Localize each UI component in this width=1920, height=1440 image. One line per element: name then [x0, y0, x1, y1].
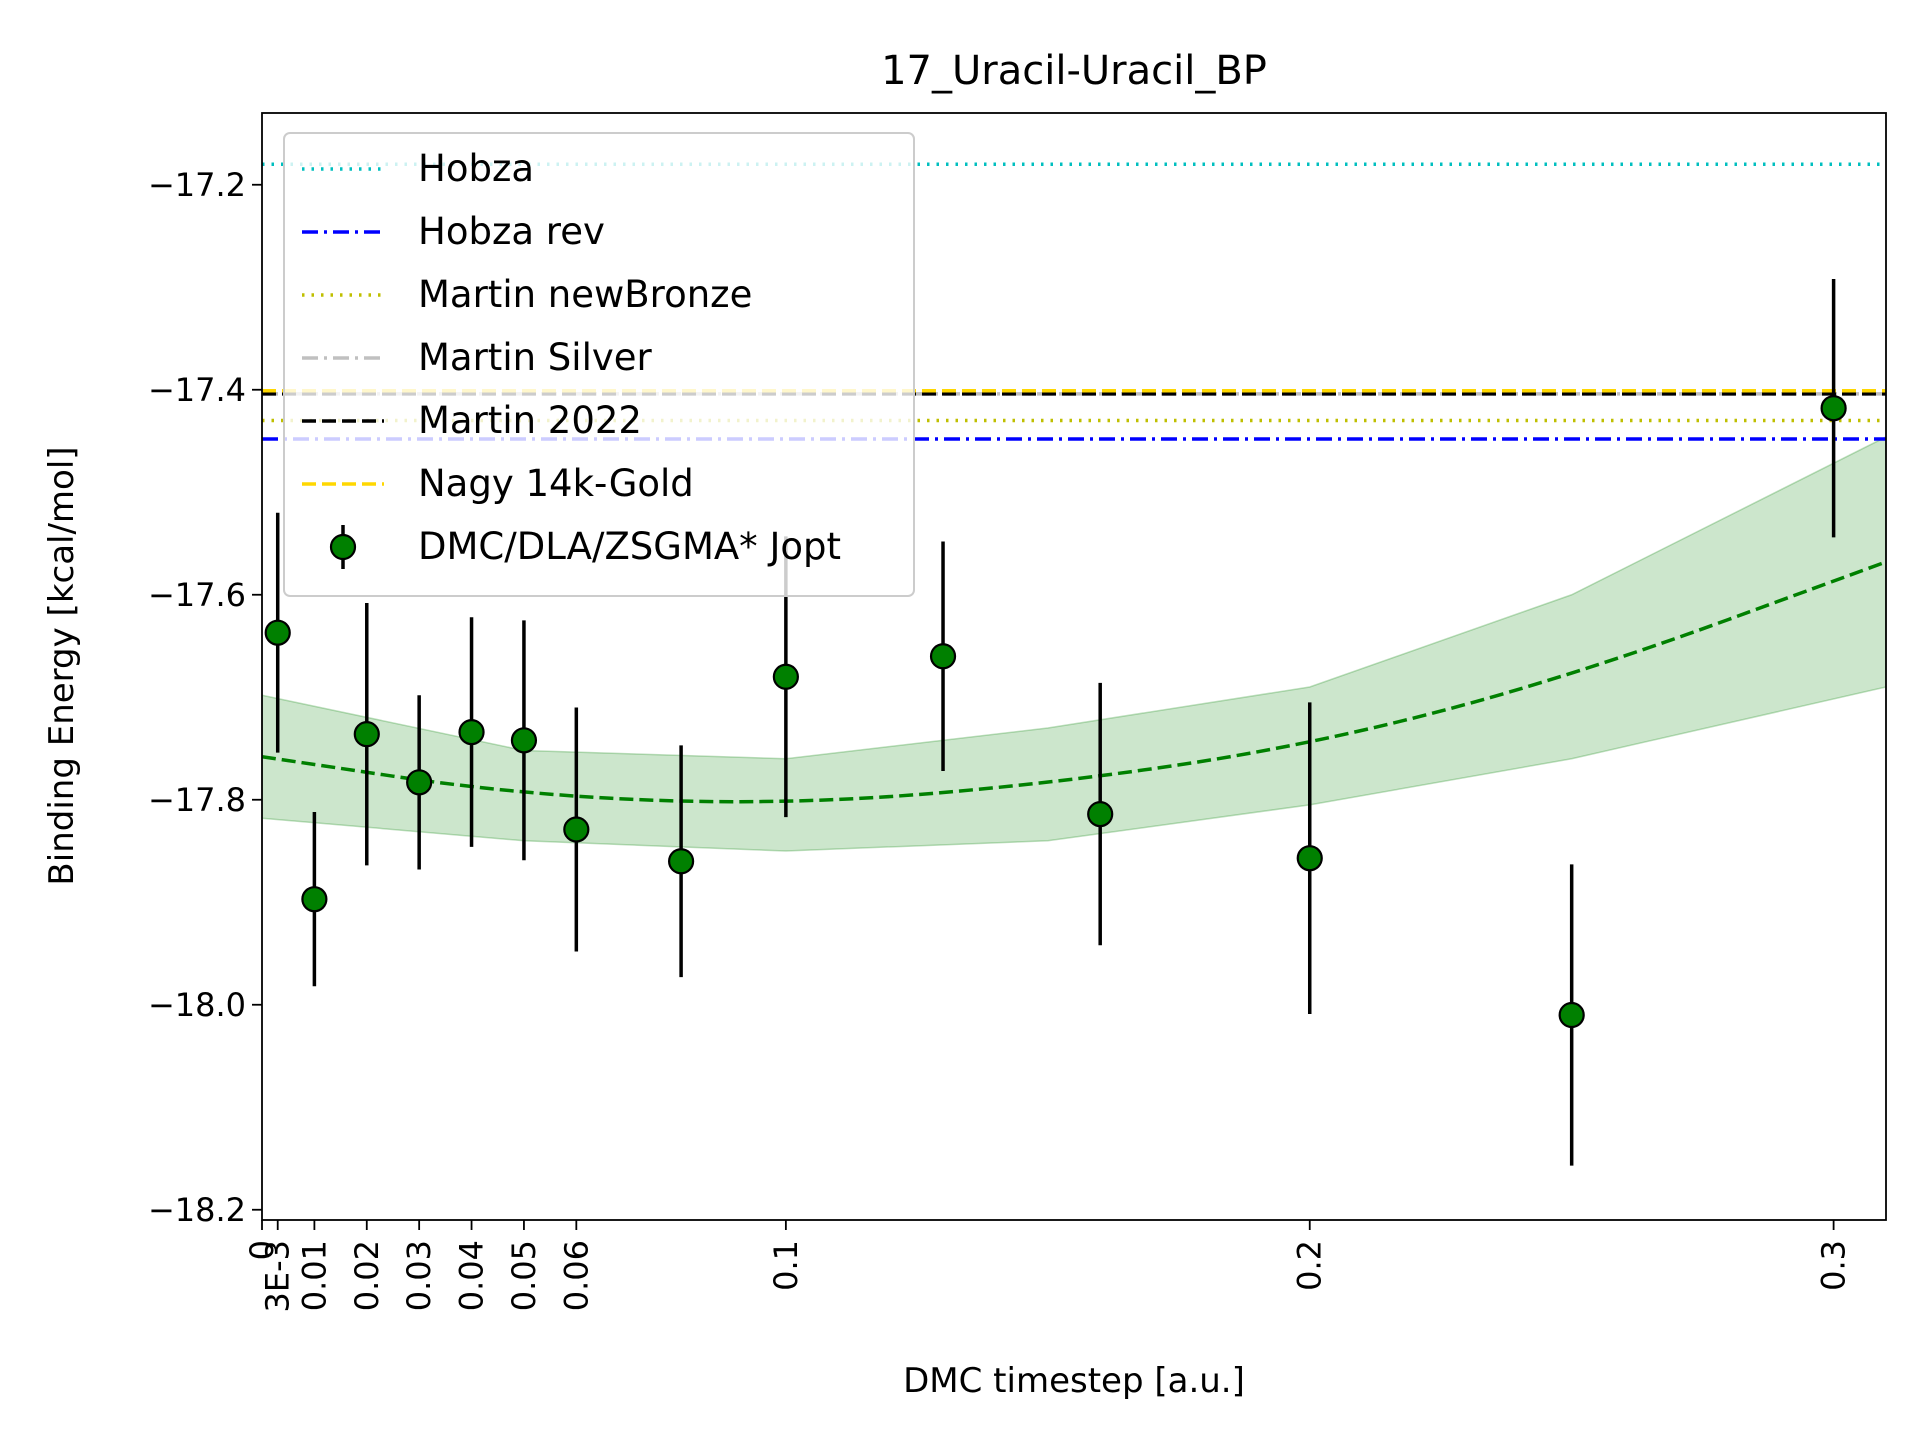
legend-label-6: DMC/DLA/ZSGMA* Jopt	[418, 525, 841, 568]
x-tick-label-8: 0.1	[767, 1240, 805, 1291]
data-point-12	[1558, 1001, 1585, 1029]
x-tick-label-7: 0.06	[557, 1240, 595, 1311]
legend-label-4: Martin 2022	[418, 399, 642, 442]
data-point-11	[1296, 845, 1323, 872]
fit-band	[262, 436, 1886, 852]
y-tick-label-3: −17.8	[148, 781, 246, 819]
data-point-5	[510, 727, 538, 754]
data-point-13	[1820, 395, 1847, 422]
x-tick-label-4: 0.03	[400, 1240, 438, 1311]
x-tick-label-5: 0.04	[453, 1240, 491, 1311]
data-points	[264, 279, 1847, 1166]
legend-label-2: Martin newBronze	[418, 273, 752, 316]
y-axis-label: Binding Energy [kcal/mol]	[42, 446, 82, 885]
data-point-7	[667, 848, 695, 875]
fit-confidence-band	[262, 436, 1886, 852]
y-tick-label-2: −17.6	[148, 576, 246, 614]
y-tick-label-4: −18.0	[148, 986, 246, 1024]
data-point-2	[353, 721, 380, 748]
legend-label-5: Nagy 14k-Gold	[418, 462, 694, 505]
x-tick-label-2: 0.01	[295, 1240, 333, 1311]
data-point-6	[563, 816, 590, 843]
plot-frame	[261, 112, 1887, 1221]
y-axis: −17.2 −17.4 −17.6 −17.8 −18.0 −18.2	[148, 166, 262, 1229]
y-tick-label-1: −17.4	[148, 371, 246, 409]
data-point-0	[264, 619, 291, 646]
x-tick-label-3: 0.02	[348, 1240, 386, 1311]
legend-label-1: Hobza rev	[418, 210, 605, 253]
x-axis: 03E-30.01 0.02 0.03 0.04 0.05 0.06 0.1 0.2 0.3	[243, 1220, 1853, 1312]
data-point-3	[406, 769, 433, 796]
legend-box	[283, 132, 915, 597]
data-point-10	[1087, 800, 1114, 828]
x-tick-label-6: 0.05	[505, 1240, 543, 1311]
x-tick-label-0: 0	[243, 1240, 281, 1260]
x-tick-label-9: 0.2	[1291, 1240, 1329, 1291]
x-tick-label-1: 3E-3	[259, 1240, 297, 1312]
x-tick-label-10: 0.3	[1815, 1240, 1853, 1291]
y-tick-label-0: −17.2	[148, 166, 246, 204]
fit-curve	[262, 560, 1886, 804]
x-axis-label: DMC timestep [a.u.]	[903, 1361, 1245, 1401]
legend-label-0: Hobza	[418, 147, 534, 190]
legend-label-3: Martin Silver	[418, 336, 653, 379]
y-tick-label-5: −18.2	[148, 1191, 246, 1229]
legend: Hobza Hobza rev Martin newBronze Martin Sil…	[283, 132, 915, 597]
data-point-4	[458, 718, 485, 746]
data-point-9	[929, 643, 957, 670]
legend-swatch-6	[329, 533, 357, 561]
data-point-1	[301, 886, 328, 913]
chart-title: 17_Uracil-Uracil_BP	[881, 48, 1267, 94]
fit-curve-layer	[262, 560, 1886, 804]
data-point-8	[772, 663, 799, 690]
